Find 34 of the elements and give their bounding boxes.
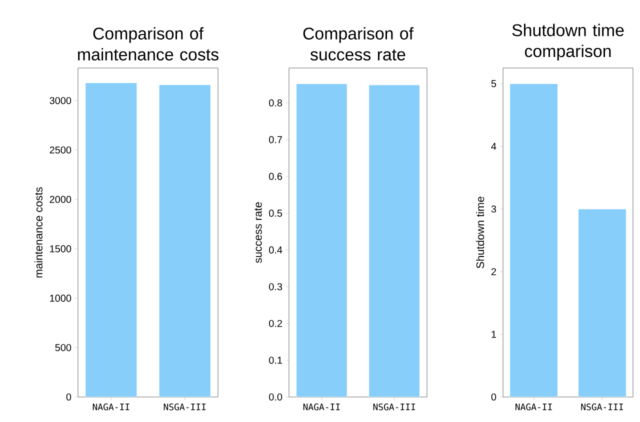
y-axis-title: success rate	[254, 202, 262, 263]
x-tick-label: NAGA-II	[516, 404, 552, 410]
y-tick-label: 3	[491, 205, 496, 213]
y-tick-label: 4	[491, 142, 496, 150]
x-tick-label: NSGA-III	[581, 404, 623, 410]
y-tick-label: 0.5	[269, 210, 282, 217]
y-tick-label: 0	[491, 393, 496, 401]
y-axis-title: Shutdown time	[476, 196, 484, 268]
y-tick-label: 0.7	[269, 136, 282, 144]
y-tick-label: 0.2	[269, 320, 282, 328]
y-tick-label: 1	[492, 330, 496, 338]
y-tick-label: 0.4	[269, 246, 282, 254]
y-tick-label: 0.1	[269, 356, 282, 364]
y-tick-label: 0.8	[269, 99, 282, 106]
y-tick-label: 3000	[50, 97, 72, 104]
x-tick-label: NAGA-II	[92, 404, 130, 410]
y-tick-label: 2000	[50, 196, 72, 203]
y-tick-label: 0	[66, 393, 72, 401]
y-tick-label: 2500	[50, 146, 72, 154]
chart-title: Comparison of success rate	[303, 27, 414, 61]
chart-title: Shutdown time comparison	[512, 24, 624, 60]
y-axis-title: maintenance costs	[34, 187, 42, 278]
x-tick-label: NSGA-III	[373, 404, 416, 410]
y-tick-label: 0.0	[269, 393, 282, 401]
y-tick-label: 5	[491, 80, 496, 88]
y-tick-label: 1500	[50, 245, 72, 252]
x-tick-label: NSGA-III	[164, 404, 206, 410]
x-tick-label: NAGA-II	[303, 404, 340, 410]
y-tick-label: 500	[55, 344, 72, 352]
y-tick-label: 1000	[50, 294, 72, 302]
chart-title: Comparison of maintenance costs	[78, 27, 218, 61]
y-tick-label: 0.3	[269, 283, 282, 290]
y-tick-label: 2	[491, 268, 496, 276]
y-tick-label: 0.6	[269, 172, 282, 180]
